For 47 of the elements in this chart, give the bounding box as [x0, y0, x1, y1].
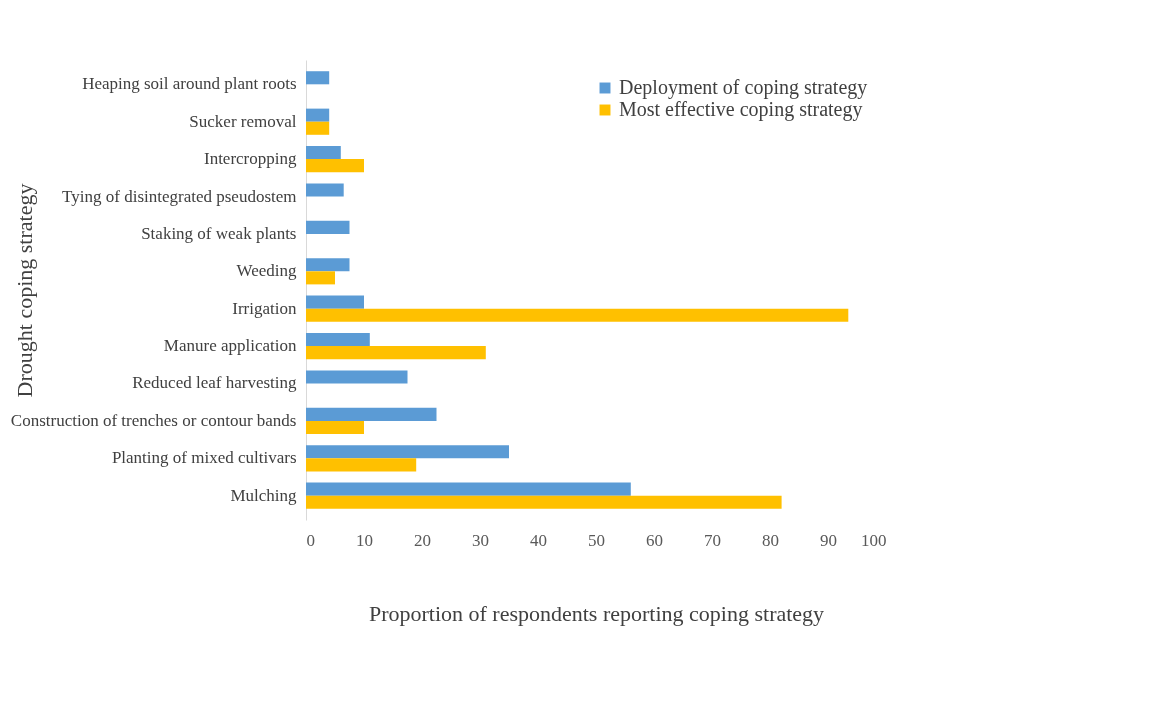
y-tick-label: Reduced leaf harvesting: [132, 373, 297, 393]
bar: [306, 271, 335, 285]
bar: [306, 458, 417, 472]
bar: [306, 333, 370, 347]
bar: [306, 407, 437, 421]
x-tick-label: 90: [820, 530, 837, 550]
bar: [306, 71, 330, 85]
y-tick-label: Heaping soil around plant roots: [82, 74, 297, 94]
y-tick-label: Staking of weak plants: [141, 223, 297, 243]
bar: [306, 121, 330, 135]
bar: [306, 258, 350, 272]
legend-label: Most effective coping strategy: [619, 98, 863, 121]
x-tick-label: 50: [588, 530, 605, 550]
y-tick-label: Intercropping: [203, 149, 297, 169]
bar: [306, 370, 408, 384]
x-tick-label: 80: [762, 530, 779, 550]
bar: [306, 220, 350, 234]
y-tick-label: Manure application: [163, 336, 297, 356]
x-tick-label: 20: [414, 530, 431, 550]
bar: [306, 445, 509, 459]
x-tick-label: 40: [530, 530, 547, 550]
y-tick-label: Planting of mixed cultivars: [111, 448, 297, 468]
bar: [306, 108, 330, 122]
bar: [306, 346, 486, 360]
bar: [306, 295, 364, 309]
bar: [306, 308, 849, 322]
legend-label: Deployment of coping strategy: [619, 76, 868, 99]
y-tick-label: Tying of disintegrated pseudostem: [62, 186, 297, 206]
bar: [306, 420, 364, 434]
bar: [306, 482, 631, 496]
y-tick-label: Construction of trenches or contour bands: [10, 410, 297, 430]
x-tick-label: 70: [704, 530, 721, 550]
x-tick-label: 0: [306, 530, 315, 550]
y-tick-label: Irrigation: [232, 298, 297, 318]
y-tick-label: Sucker removal: [189, 111, 297, 131]
y-tick-label: Mulching: [230, 485, 297, 505]
bar: [306, 183, 344, 197]
bar: [306, 495, 782, 509]
bar: [306, 146, 341, 160]
x-tick-label: 100: [861, 530, 887, 550]
y-axis-title: Drought coping strategy: [11, 183, 37, 398]
x-axis-title: Proportion of respondents reporting coping strategy: [368, 600, 825, 626]
x-tick-label: 30: [472, 530, 489, 550]
x-tick-label: 60: [646, 530, 663, 550]
x-tick-label: 10: [356, 530, 373, 550]
bar: [306, 159, 364, 173]
y-tick-label: Weeding: [236, 261, 297, 281]
